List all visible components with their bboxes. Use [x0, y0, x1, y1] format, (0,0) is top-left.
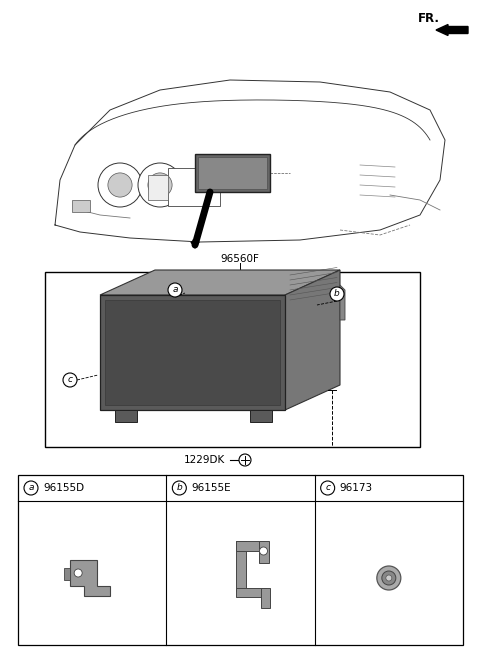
Bar — [168, 168, 220, 206]
Bar — [72, 200, 90, 212]
Bar — [261, 588, 269, 608]
Text: c: c — [325, 484, 330, 493]
Circle shape — [172, 481, 186, 495]
Circle shape — [382, 571, 396, 585]
Text: c: c — [68, 376, 72, 384]
Circle shape — [63, 373, 77, 387]
Polygon shape — [100, 270, 340, 295]
Circle shape — [386, 575, 392, 581]
Text: b: b — [334, 290, 340, 298]
Circle shape — [138, 163, 182, 207]
Circle shape — [377, 566, 401, 590]
FancyArrow shape — [191, 240, 199, 248]
FancyArrow shape — [436, 24, 468, 35]
Bar — [148, 175, 168, 200]
Text: a: a — [172, 286, 178, 294]
Text: 96155E: 96155E — [192, 483, 231, 493]
Text: 96173: 96173 — [340, 483, 373, 493]
Bar — [236, 588, 265, 597]
Circle shape — [74, 569, 82, 577]
Text: b: b — [177, 484, 182, 493]
Circle shape — [260, 547, 267, 555]
Polygon shape — [64, 568, 70, 580]
Bar — [236, 541, 245, 591]
Text: 96560F: 96560F — [221, 254, 259, 264]
Circle shape — [239, 454, 251, 466]
Bar — [259, 541, 268, 563]
Bar — [115, 410, 137, 422]
Bar — [18, 475, 463, 645]
Text: 1229DK: 1229DK — [184, 455, 225, 465]
Polygon shape — [285, 270, 340, 410]
Bar — [236, 541, 264, 551]
Text: a: a — [28, 484, 34, 493]
Bar — [250, 410, 272, 422]
Bar — [45, 272, 420, 447]
Circle shape — [321, 481, 335, 495]
Text: 96155D: 96155D — [43, 483, 84, 493]
Bar — [198, 157, 267, 189]
Circle shape — [148, 173, 172, 197]
Bar — [105, 300, 280, 405]
Circle shape — [98, 163, 142, 207]
Text: FR.: FR. — [418, 12, 440, 24]
Circle shape — [330, 287, 344, 301]
Circle shape — [24, 481, 38, 495]
Polygon shape — [70, 560, 110, 596]
Bar — [100, 295, 285, 410]
Circle shape — [168, 283, 182, 297]
Polygon shape — [340, 285, 345, 320]
Bar — [195, 154, 270, 192]
Circle shape — [108, 173, 132, 197]
